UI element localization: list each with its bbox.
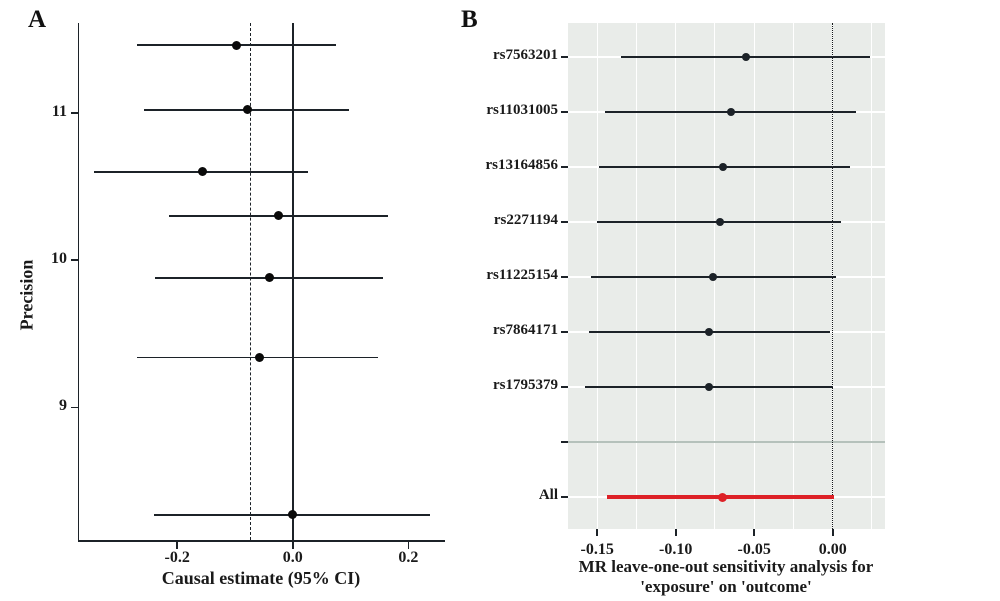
forest-x-axis-title-line2: 'exposure' on 'outcome' <box>640 577 812 596</box>
y-tick-label: 9 <box>59 397 67 415</box>
point-estimate-dot <box>288 510 298 520</box>
snp-row-label: rs7864171 <box>493 322 558 338</box>
x-tick-label: 0.2 <box>398 549 419 566</box>
x-tick-mark <box>291 541 294 549</box>
y-tick-mark <box>71 259 79 261</box>
x-tick-label: -0.10 <box>659 541 693 558</box>
snp-row-label: rs13164856 <box>485 157 559 173</box>
y-tick-mark <box>561 166 568 168</box>
all-snps-estimate-dot <box>718 492 728 502</box>
x-tick-mark <box>176 541 179 549</box>
x-tick-mark <box>674 529 677 536</box>
y-tick-mark <box>561 111 568 113</box>
funnel-x-axis-title: Causal estimate (95% CI) <box>161 568 361 588</box>
point-estimate-dot <box>704 383 713 391</box>
point-estimate-dot <box>264 273 274 283</box>
ivw-estimate-dashed-line <box>250 23 252 540</box>
snp-row-label: rs11225154 <box>486 267 558 283</box>
y-tick-mark <box>561 441 568 443</box>
point-estimate-dot <box>232 40 242 50</box>
x-tick-mark <box>596 529 598 536</box>
x-tick-label: 0.0 <box>282 549 303 566</box>
point-estimate-dot <box>242 105 252 115</box>
point-estimate-dot <box>742 53 751 61</box>
y-tick-mark <box>71 406 79 409</box>
x-tick-label: 0.00 <box>818 541 847 558</box>
point-estimate-dot <box>198 167 208 177</box>
y-tick-label: 10 <box>51 250 67 268</box>
snp-row-label: rs2271194 <box>493 212 558 228</box>
x-tick-mark <box>753 529 755 536</box>
x-tick-label: -0.05 <box>737 541 771 558</box>
panel-a-letter: A <box>28 6 47 33</box>
y-tick-mark <box>561 331 568 333</box>
point-estimate-dot <box>709 273 718 281</box>
point-estimate-dot <box>718 163 727 171</box>
minor-gridline-vertical <box>871 23 873 529</box>
x-tick-label: -0.15 <box>580 541 614 558</box>
y-tick-mark <box>561 386 568 388</box>
snp-row-label: rs11031005 <box>486 102 558 118</box>
point-estimate-dot <box>715 218 724 226</box>
y-tick-mark <box>561 56 568 58</box>
y-tick-mark <box>561 221 568 223</box>
point-estimate-dot <box>274 211 284 221</box>
y-tick-label: 11 <box>51 102 67 120</box>
x-axis-line <box>77 540 445 542</box>
x-tick-label: -0.2 <box>164 549 190 566</box>
separator-line <box>568 441 885 443</box>
y-tick-mark <box>71 112 79 114</box>
snp-row-label: rs7563201 <box>493 47 558 63</box>
y-axis-line <box>77 23 80 542</box>
x-tick-mark <box>407 541 410 549</box>
y-tick-mark <box>561 276 568 278</box>
point-estimate-dot <box>704 328 713 336</box>
snp-row-label: All <box>538 487 558 503</box>
panel-b-letter: B <box>461 6 478 33</box>
x-tick-mark <box>831 529 834 536</box>
point-estimate-dot <box>726 108 735 116</box>
point-estimate-dot <box>254 352 264 362</box>
y-tick-mark <box>561 496 568 498</box>
snp-row-label: rs1795379 <box>493 377 558 393</box>
funnel-y-axis-title: Precision <box>16 259 37 331</box>
null-effect-line <box>291 23 294 540</box>
forest-x-axis-title-line1: MR leave-one-out sensitivity analysis fo… <box>578 557 874 576</box>
